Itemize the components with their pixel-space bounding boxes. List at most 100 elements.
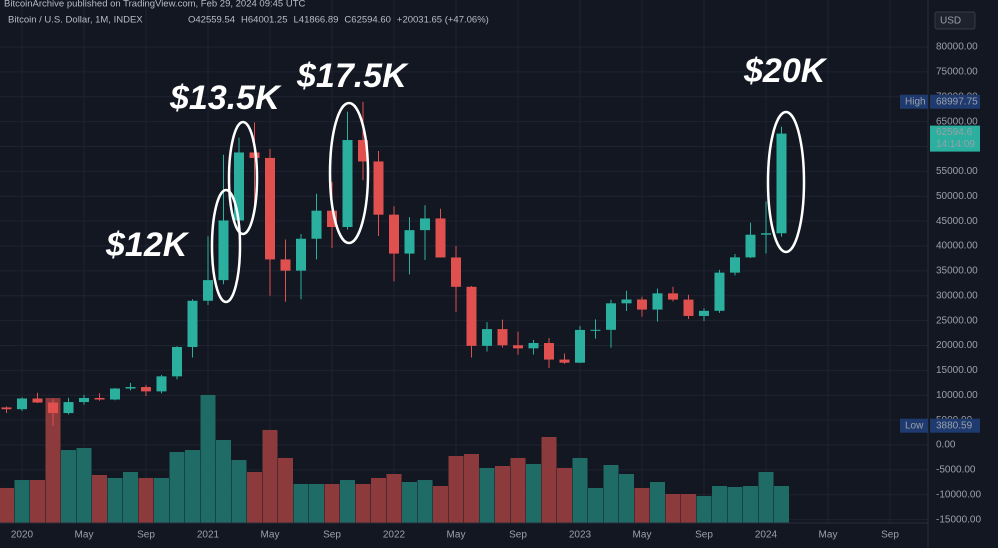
y-tick-label: 40000.00 xyxy=(936,241,978,252)
price-label-box xyxy=(930,125,980,152)
volume-bar xyxy=(14,480,30,523)
volume-bar xyxy=(650,482,665,523)
header-value: C62594.60 xyxy=(344,15,390,26)
y-tick-label: 50000.00 xyxy=(936,191,978,202)
candle-body xyxy=(63,402,74,414)
candle-body xyxy=(559,359,570,363)
volume-bar xyxy=(510,457,526,523)
candle-body xyxy=(389,214,399,254)
volume-bar xyxy=(293,483,309,523)
x-tick-label: May xyxy=(819,530,838,541)
y-tick-label: 55000.00 xyxy=(936,166,978,177)
volume-bar xyxy=(30,480,45,523)
candle-body xyxy=(606,303,616,330)
candle-body xyxy=(48,402,58,414)
volume-bar xyxy=(371,477,386,523)
candle-body xyxy=(1,407,12,410)
volume-bar xyxy=(324,483,340,523)
y-tick-label: 65000.00 xyxy=(936,116,978,127)
candle-body xyxy=(404,230,415,254)
volume-bar xyxy=(247,472,262,523)
price-label-tag xyxy=(900,94,928,109)
volume-bar xyxy=(355,483,371,523)
volume-bar xyxy=(169,452,185,523)
volume-bar xyxy=(603,464,619,523)
volume-bar xyxy=(495,465,510,523)
volume-bar xyxy=(681,493,696,523)
x-tick-label: 2021 xyxy=(197,530,220,541)
candle-body xyxy=(668,293,678,300)
symbol: Bitcoin / U.S. Dollar, 1M, INDEX xyxy=(8,15,143,26)
volume-bar xyxy=(572,457,588,523)
volume-bar xyxy=(0,487,14,523)
candle-body xyxy=(544,343,554,360)
price-label-tag xyxy=(900,418,928,433)
candle-body xyxy=(575,329,585,363)
candle-body xyxy=(172,346,182,377)
x-tick-label: Sep xyxy=(881,530,899,541)
price-label: High 68997.75 xyxy=(900,94,980,109)
candle-body xyxy=(528,343,539,349)
ellipse xyxy=(227,120,259,236)
candle-body xyxy=(141,387,151,392)
annotation: $20K xyxy=(743,52,828,90)
x-tick-label: May xyxy=(75,530,94,541)
volume-bar xyxy=(231,460,247,523)
candle-body xyxy=(79,397,89,403)
volume-bar xyxy=(340,480,355,523)
candle-body xyxy=(327,210,337,228)
y-tick-label: -15000.00 xyxy=(936,514,981,525)
x-tick-label: Sep xyxy=(509,530,527,541)
volume-bar xyxy=(634,487,650,523)
published-line: BitcoinArchive published on TradingView.… xyxy=(4,0,306,10)
candle-layer xyxy=(1,101,787,426)
price-label: Low 3880.59 xyxy=(900,418,980,433)
volume-bar xyxy=(278,457,293,523)
volume-bar xyxy=(448,455,464,523)
annotation: $13.5K xyxy=(169,79,282,117)
volume-bar xyxy=(665,493,681,523)
candle-body xyxy=(311,210,322,239)
price-label-value: 3880.59 xyxy=(936,420,973,431)
volume-bar xyxy=(541,436,557,523)
candle-body xyxy=(125,387,136,389)
volume-bar xyxy=(526,463,541,523)
candle-body xyxy=(358,140,368,162)
price-label-value: 68997.75 xyxy=(936,96,978,107)
annotation-ellipses xyxy=(210,101,806,304)
x-tick-label: Sep xyxy=(137,530,155,541)
x-tick-label: May xyxy=(261,530,280,541)
y-tick-label: -10000.00 xyxy=(936,489,981,500)
header-value: O42559.54 xyxy=(188,15,235,26)
volume-bar xyxy=(61,450,76,523)
y-tick-label: 25000.00 xyxy=(936,315,978,326)
candle-body xyxy=(621,299,632,304)
y-tick-label: 45000.00 xyxy=(936,216,978,227)
x-tick-label: 2020 xyxy=(11,530,34,541)
y-tick-label: 10000.00 xyxy=(936,390,978,401)
volume-bar xyxy=(417,480,433,523)
x-tick-label: May xyxy=(447,530,466,541)
volume-bar xyxy=(619,473,634,523)
volume-bar xyxy=(200,394,216,523)
y-tick-label: -5000.00 xyxy=(936,465,976,476)
volume-bar xyxy=(76,447,92,523)
candle-body xyxy=(497,329,508,346)
candle-body xyxy=(451,257,461,287)
volume-bar xyxy=(758,472,774,523)
volume-bar xyxy=(557,467,572,523)
ellipse xyxy=(328,101,370,245)
price-label-countdown: 14:14:09 xyxy=(936,139,975,150)
candle-body xyxy=(249,152,260,158)
candle-body xyxy=(683,299,694,316)
candle-body xyxy=(94,397,105,400)
price-label-name: High xyxy=(905,96,926,107)
volume-bar xyxy=(309,483,324,523)
axes: 80000.0075000.0070000.0065000.0060000.00… xyxy=(11,42,982,541)
x-tick-label: 2023 xyxy=(569,530,592,541)
volume-bar xyxy=(92,474,107,523)
candle-body xyxy=(203,280,213,301)
volume-bar xyxy=(45,397,61,523)
